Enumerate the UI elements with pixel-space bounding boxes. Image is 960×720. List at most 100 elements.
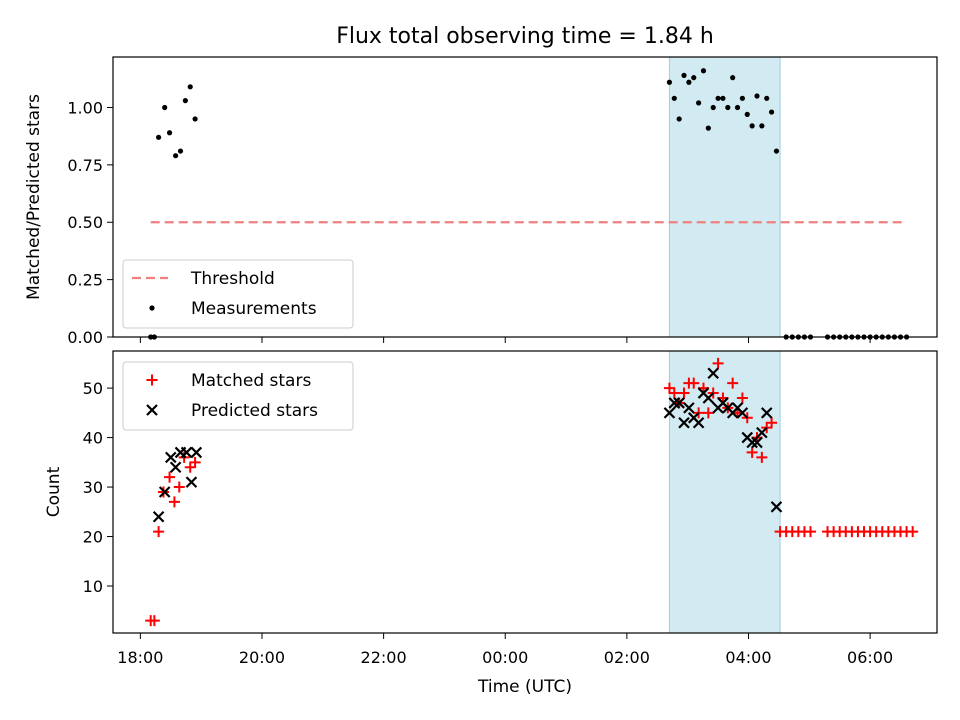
legend: Matched stars Predicted stars — [122, 361, 354, 431]
data-point — [168, 496, 180, 508]
data-point — [668, 397, 681, 409]
data-point — [158, 486, 171, 498]
data-point — [187, 84, 193, 90]
data-point — [692, 416, 705, 429]
y-tick-label: 50 — [83, 379, 103, 398]
legend-box — [122, 361, 354, 431]
data-point — [705, 125, 711, 131]
data-point — [177, 148, 184, 154]
data-point — [190, 446, 203, 459]
data-point — [164, 451, 177, 464]
data-point — [663, 407, 676, 419]
x-tick-label: 22:00 — [361, 648, 407, 667]
data-point — [768, 109, 775, 115]
data-point — [710, 104, 716, 111]
data-point — [166, 130, 173, 136]
data-point — [751, 436, 763, 449]
data-point — [720, 95, 726, 101]
data-point — [686, 79, 692, 85]
legend: Threshold Measurements — [122, 259, 354, 329]
data-point — [173, 481, 185, 493]
data-point — [180, 446, 193, 459]
data-point — [725, 104, 731, 111]
data-point — [688, 377, 700, 389]
x-axis-label: Time (UTC) — [477, 677, 572, 697]
legend-box — [122, 259, 354, 329]
data-point — [678, 416, 690, 429]
series-predicted-stars — [152, 367, 783, 523]
legend-label: Threshold — [190, 269, 275, 289]
data-point — [192, 116, 198, 122]
y-tick-label: 20 — [83, 528, 103, 547]
x-tick-label: 06:00 — [847, 648, 893, 667]
x-tick-label: 04:00 — [725, 648, 771, 667]
data-point — [907, 526, 919, 538]
data-point — [184, 461, 196, 473]
y-axis-label: Matched/Predicted stars — [24, 94, 44, 300]
x-tick-label: 18:00 — [117, 648, 163, 667]
data-point — [169, 461, 182, 474]
legend-label: Predicted stars — [191, 401, 318, 421]
y-tick-label: 1.00 — [67, 98, 103, 117]
data-point — [730, 75, 736, 81]
legend-swatch — [149, 305, 155, 311]
y-tick-label: 40 — [83, 429, 103, 448]
data-point — [671, 95, 677, 101]
data-point — [715, 95, 721, 101]
y-tick-label: 30 — [83, 478, 103, 497]
data-point — [756, 451, 768, 463]
y-tick-label: 10 — [83, 577, 103, 596]
chart-title: Flux total observing time = 1.84 h — [336, 24, 714, 49]
plot-panels: 0.00 0.25 0.50 0.75 1.00 Matched/Predicted st… — [24, 56, 938, 667]
data-point — [712, 357, 724, 369]
legend-swatch — [146, 404, 158, 416]
data-point — [148, 615, 160, 627]
data-point — [739, 95, 746, 101]
data-point — [683, 402, 695, 414]
data-point — [702, 407, 714, 419]
data-point — [189, 456, 201, 468]
data-point — [707, 367, 719, 380]
data-point — [156, 134, 162, 140]
data-point — [666, 79, 673, 85]
y-tick-label: 0.25 — [67, 271, 103, 290]
data-point — [702, 392, 715, 404]
data-point — [152, 510, 165, 523]
data-point — [759, 123, 765, 129]
data-point — [734, 104, 741, 111]
data-point — [736, 392, 748, 404]
data-point — [153, 526, 165, 538]
data-point — [673, 397, 685, 409]
data-point — [744, 111, 750, 117]
data-point — [700, 68, 707, 74]
data-point — [773, 148, 780, 154]
plot-frame — [112, 350, 938, 634]
plot-frame — [112, 56, 938, 338]
data-point — [185, 476, 198, 488]
series-matched-stars — [145, 357, 919, 627]
data-point — [162, 104, 168, 111]
y-tick-label: 0.50 — [67, 213, 103, 232]
data-point — [678, 387, 690, 399]
data-point — [668, 387, 680, 399]
panel-count: 10 20 30 40 50 18:00 20:00 22:00 00:00 02:00 04:00… — [44, 350, 938, 667]
y-tick-label: 0.75 — [67, 156, 103, 175]
legend-label: Measurements — [191, 299, 317, 319]
legend-label: Matched stars — [191, 371, 311, 391]
data-point — [164, 471, 176, 483]
panel-ratio: 0.00 0.25 0.50 0.75 1.00 Matched/Predicted st… — [24, 56, 938, 347]
data-point — [764, 95, 770, 101]
x-tick-label: 00:00 — [482, 648, 528, 667]
data-point — [756, 426, 768, 439]
y-axis-label: Count — [44, 466, 64, 517]
legend-swatch — [146, 374, 158, 386]
data-point — [727, 377, 739, 389]
data-point — [746, 436, 758, 449]
data-point — [760, 407, 773, 419]
data-point — [691, 75, 697, 81]
data-point — [805, 526, 817, 538]
data-point — [746, 446, 758, 458]
data-point — [676, 116, 682, 122]
